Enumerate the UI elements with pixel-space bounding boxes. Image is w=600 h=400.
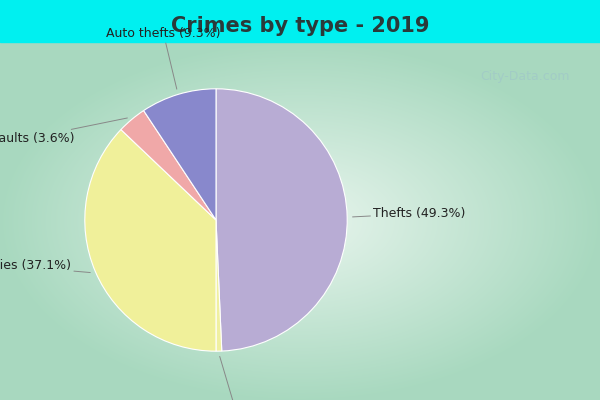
- Text: Thefts (49.3%): Thefts (49.3%): [353, 207, 466, 220]
- Wedge shape: [85, 130, 216, 351]
- Wedge shape: [143, 89, 216, 220]
- Text: Auto thefts (9.3%): Auto thefts (9.3%): [106, 27, 221, 89]
- Text: Crimes by type - 2019: Crimes by type - 2019: [171, 16, 429, 36]
- Wedge shape: [216, 89, 347, 351]
- Text: City-Data.com: City-Data.com: [481, 70, 570, 83]
- Wedge shape: [121, 110, 216, 220]
- Bar: [0, 0, 600, 42]
- Text: Robberies (0.7%): Robberies (0.7%): [182, 356, 290, 400]
- Text: Assaults (3.6%): Assaults (3.6%): [0, 118, 127, 145]
- Wedge shape: [216, 220, 222, 351]
- Text: Burglaries (37.1%): Burglaries (37.1%): [0, 260, 90, 272]
